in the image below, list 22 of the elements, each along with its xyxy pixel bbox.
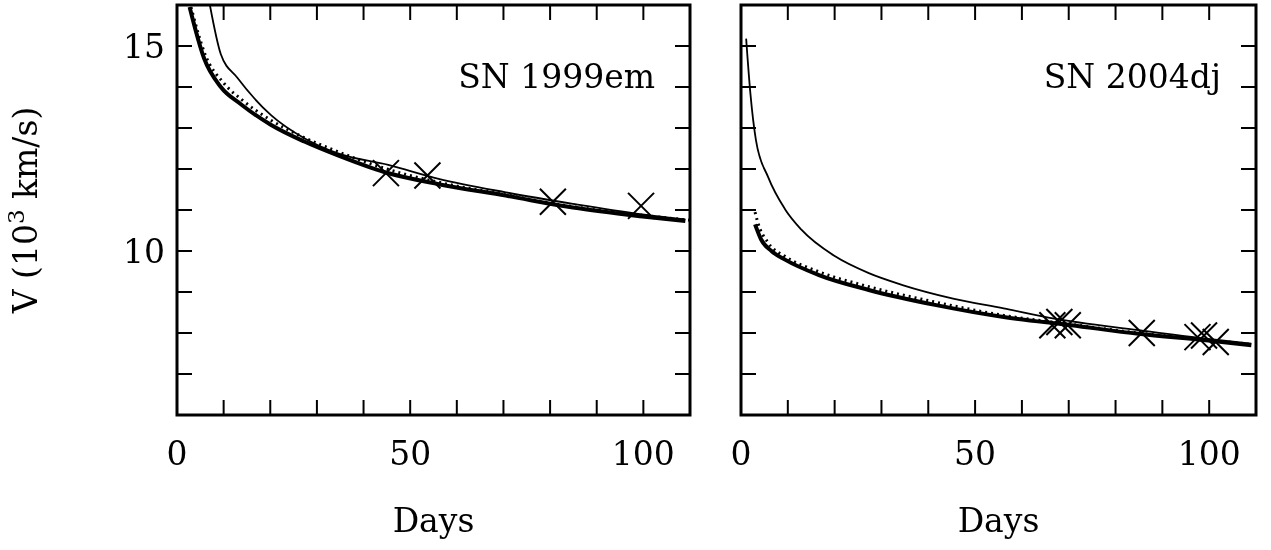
x-tick-label: 100 [611, 434, 675, 473]
point [538, 187, 567, 216]
y-tick-label: 10 [123, 232, 165, 271]
y-tick-label: 15 [123, 27, 165, 66]
x-tick-label: 50 [389, 434, 432, 473]
point [1190, 321, 1219, 350]
x-tick-label: 0 [166, 434, 188, 473]
annotation: SN 1999em [458, 57, 655, 96]
annotation: SN 2004dj [1043, 57, 1221, 96]
point [1038, 311, 1067, 340]
point [413, 161, 442, 190]
x-axis-title: Days [392, 501, 475, 540]
x-tick-label: 0 [730, 434, 752, 473]
point [1127, 319, 1156, 347]
point [627, 191, 656, 220]
x-axis-title: Days [957, 501, 1040, 540]
x-tick-label: 50 [954, 434, 997, 473]
point [1045, 307, 1074, 336]
point [1201, 328, 1230, 357]
x-tick-label: 100 [1177, 434, 1241, 473]
point [1053, 311, 1082, 340]
point [1183, 323, 1212, 352]
